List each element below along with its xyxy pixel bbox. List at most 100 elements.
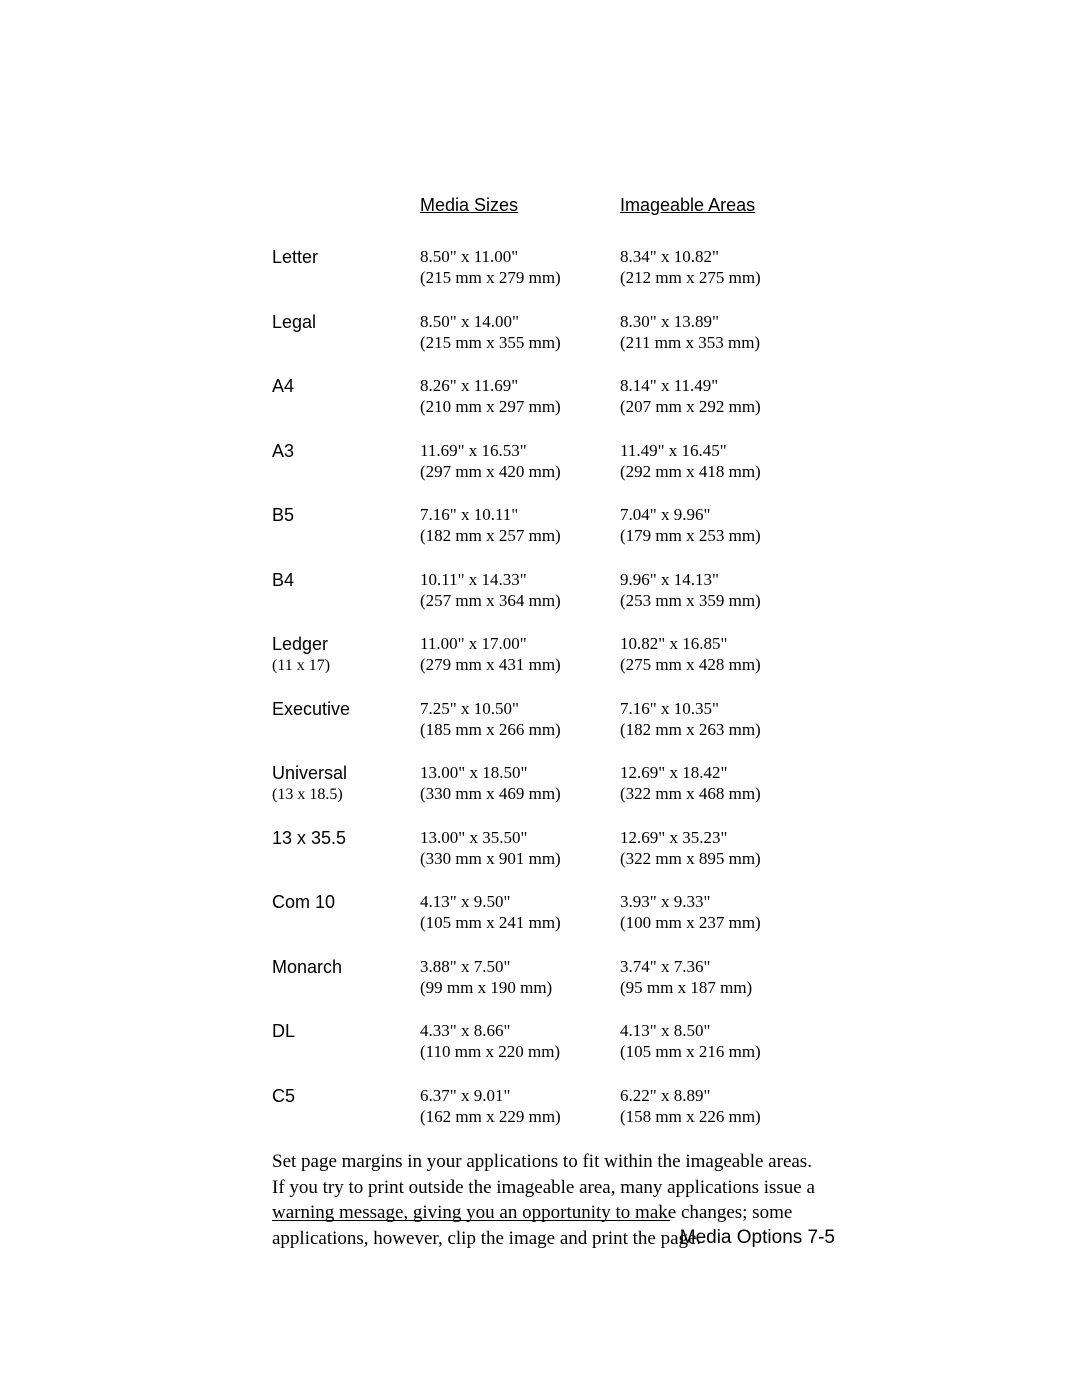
row-image-inches: 8.14" x 11.49" (620, 375, 835, 396)
row-size-inches: 8.50" x 14.00" (420, 311, 620, 332)
row-size-inches: 3.88" x 7.50" (420, 956, 620, 977)
row-size-inches: 10.11" x 14.33" (420, 569, 620, 590)
row-size-mm: (257 mm x 364 mm) (420, 590, 620, 611)
row-size-cell: 11.00" x 17.00"(279 mm x 431 mm) (420, 633, 620, 676)
row-name: 13 x 35.5 (272, 827, 420, 850)
row-image-cell: 4.13" x 8.50"(105 mm x 216 mm) (620, 1020, 835, 1063)
row-image-mm: (212 mm x 275 mm) (620, 267, 835, 288)
row-size-cell: 4.13" x 9.50"(105 mm x 241 mm) (420, 891, 620, 934)
row-name: A4 (272, 375, 420, 398)
table-row: Universal(13 x 18.5)13.00" x 18.50"(330 … (272, 762, 835, 805)
row-name: Com 10 (272, 891, 420, 914)
row-image-mm: (322 mm x 895 mm) (620, 848, 835, 869)
table-row: A48.26" x 11.69"(210 mm x 297 mm)8.14" x… (272, 375, 835, 418)
row-name-cell: Executive (272, 698, 420, 741)
row-name-cell: A3 (272, 440, 420, 483)
row-image-inches: 3.74" x 7.36" (620, 956, 835, 977)
row-size-mm: (330 mm x 469 mm) (420, 783, 620, 804)
row-size-inches: 8.26" x 11.69" (420, 375, 620, 396)
row-name: Legal (272, 311, 420, 334)
table-body: Letter8.50" x 11.00"(215 mm x 279 mm)8.3… (272, 246, 835, 1127)
row-size-inches: 6.37" x 9.01" (420, 1085, 620, 1106)
row-name: Monarch (272, 956, 420, 979)
row-image-mm: (253 mm x 359 mm) (620, 590, 835, 611)
row-size-inches: 7.16" x 10.11" (420, 504, 620, 525)
row-image-mm: (207 mm x 292 mm) (620, 396, 835, 417)
row-size-mm: (215 mm x 279 mm) (420, 267, 620, 288)
row-name-cell: B5 (272, 504, 420, 547)
row-image-mm: (182 mm x 263 mm) (620, 719, 835, 740)
footer-rule (272, 1220, 670, 1221)
row-size-mm: (210 mm x 297 mm) (420, 396, 620, 417)
row-image-cell: 6.22" x 8.89"(158 mm x 226 mm) (620, 1085, 835, 1128)
table-row: Monarch3.88" x 7.50"(99 mm x 190 mm)3.74… (272, 956, 835, 999)
row-name-cell: Legal (272, 311, 420, 354)
row-image-inches: 3.93" x 9.33" (620, 891, 835, 912)
table-row: B410.11" x 14.33"(257 mm x 364 mm)9.96" … (272, 569, 835, 612)
row-image-cell: 8.34" x 10.82"(212 mm x 275 mm) (620, 246, 835, 289)
row-name-cell: B4 (272, 569, 420, 612)
row-image-inches: 10.82" x 16.85" (620, 633, 835, 654)
row-image-inches: 11.49" x 16.45" (620, 440, 835, 461)
row-name-cell: Ledger(11 x 17) (272, 633, 420, 676)
row-name: Universal (272, 762, 420, 785)
row-size-cell: 8.50" x 14.00"(215 mm x 355 mm) (420, 311, 620, 354)
row-name-cell: Letter (272, 246, 420, 289)
row-name: Letter (272, 246, 420, 269)
row-name: Executive (272, 698, 420, 721)
row-size-inches: 13.00" x 35.50" (420, 827, 620, 848)
row-size-inches: 7.25" x 10.50" (420, 698, 620, 719)
table-row: Executive7.25" x 10.50"(185 mm x 266 mm)… (272, 698, 835, 741)
row-size-mm: (279 mm x 431 mm) (420, 654, 620, 675)
table-row: Letter8.50" x 11.00"(215 mm x 279 mm)8.3… (272, 246, 835, 289)
table-row: Com 104.13" x 9.50"(105 mm x 241 mm)3.93… (272, 891, 835, 934)
row-image-cell: 9.96" x 14.13"(253 mm x 359 mm) (620, 569, 835, 612)
row-size-cell: 8.26" x 11.69"(210 mm x 297 mm) (420, 375, 620, 418)
row-size-inches: 4.33" x 8.66" (420, 1020, 620, 1041)
row-name-cell: Com 10 (272, 891, 420, 934)
row-image-mm: (179 mm x 253 mm) (620, 525, 835, 546)
row-name: B4 (272, 569, 420, 592)
row-image-cell: 7.04" x 9.96"(179 mm x 253 mm) (620, 504, 835, 547)
row-name-cell: C5 (272, 1085, 420, 1128)
row-image-cell: 7.16" x 10.35"(182 mm x 263 mm) (620, 698, 835, 741)
row-size-cell: 11.69" x 16.53"(297 mm x 420 mm) (420, 440, 620, 483)
row-image-mm: (95 mm x 187 mm) (620, 977, 835, 998)
row-image-cell: 8.14" x 11.49"(207 mm x 292 mm) (620, 375, 835, 418)
row-image-cell: 3.93" x 9.33"(100 mm x 237 mm) (620, 891, 835, 934)
row-size-mm: (330 mm x 901 mm) (420, 848, 620, 869)
row-image-inches: 12.69" x 35.23" (620, 827, 835, 848)
row-image-cell: 10.82" x 16.85"(275 mm x 428 mm) (620, 633, 835, 676)
row-size-cell: 13.00" x 35.50"(330 mm x 901 mm) (420, 827, 620, 870)
footer-label: Media Options 7-5 (272, 1227, 835, 1249)
row-size-cell: 4.33" x 8.66"(110 mm x 220 mm) (420, 1020, 620, 1063)
row-size-cell: 7.16" x 10.11"(182 mm x 257 mm) (420, 504, 620, 547)
row-name: A3 (272, 440, 420, 463)
row-size-mm: (182 mm x 257 mm) (420, 525, 620, 546)
row-size-cell: 10.11" x 14.33"(257 mm x 364 mm) (420, 569, 620, 612)
header-imageable-areas: Imageable Areas (620, 195, 835, 216)
row-image-mm: (100 mm x 237 mm) (620, 912, 835, 933)
row-name: B5 (272, 504, 420, 527)
row-size-mm: (110 mm x 220 mm) (420, 1041, 620, 1062)
row-image-mm: (211 mm x 353 mm) (620, 332, 835, 353)
row-size-mm: (105 mm x 241 mm) (420, 912, 620, 933)
row-size-cell: 6.37" x 9.01"(162 mm x 229 mm) (420, 1085, 620, 1128)
row-image-cell: 11.49" x 16.45"(292 mm x 418 mm) (620, 440, 835, 483)
row-name-sub: (11 x 17) (272, 656, 420, 676)
table-row: Legal8.50" x 14.00"(215 mm x 355 mm)8.30… (272, 311, 835, 354)
row-size-cell: 7.25" x 10.50"(185 mm x 266 mm) (420, 698, 620, 741)
row-name-sub: (13 x 18.5) (272, 785, 420, 805)
row-name: DL (272, 1020, 420, 1043)
row-image-inches: 4.13" x 8.50" (620, 1020, 835, 1041)
row-name: C5 (272, 1085, 420, 1108)
row-size-cell: 13.00" x 18.50"(330 mm x 469 mm) (420, 762, 620, 805)
row-size-inches: 11.69" x 16.53" (420, 440, 620, 461)
row-name-cell: Universal(13 x 18.5) (272, 762, 420, 805)
header-name-blank (272, 195, 420, 216)
row-image-inches: 8.34" x 10.82" (620, 246, 835, 267)
row-image-cell: 12.69" x 35.23"(322 mm x 895 mm) (620, 827, 835, 870)
header-media-sizes: Media Sizes (420, 195, 620, 216)
table-row: A311.69" x 16.53"(297 mm x 420 mm)11.49"… (272, 440, 835, 483)
row-size-inches: 8.50" x 11.00" (420, 246, 620, 267)
